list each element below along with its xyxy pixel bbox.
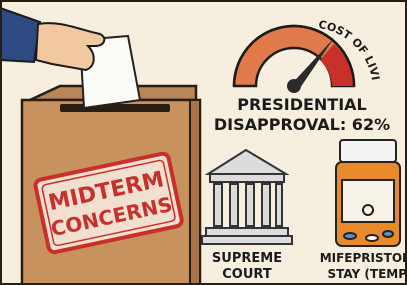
page: {"stamp": {"lines": ["MIDTERM", "CONCERN… (0, 0, 407, 285)
icon-label: STAY (TEMP) (328, 267, 407, 281)
pill-bottle-icon (336, 140, 400, 246)
illustration: MIDTERM CONCERNS COST OF LIVING PRESIDEN… (0, 0, 407, 285)
headline-line: PRESIDENTIAL (237, 95, 367, 114)
icon-label: COURT (222, 267, 272, 282)
headline-line: DISAPPROVAL: 62% (214, 115, 390, 134)
icon-label: MIFEPRISTONE (320, 251, 407, 265)
icon-label: SUPREME (212, 251, 282, 266)
